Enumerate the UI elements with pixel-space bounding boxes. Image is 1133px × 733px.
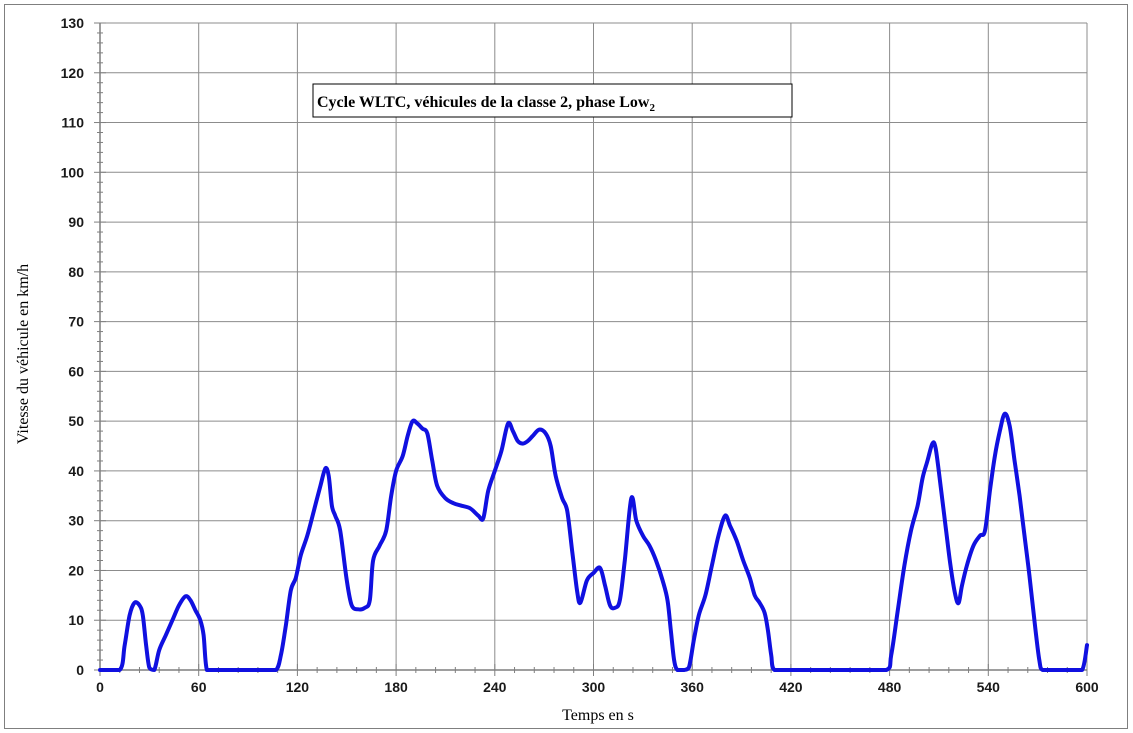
- y-tick-label-40: 40: [68, 463, 84, 479]
- chart-title-subscript: 2: [649, 102, 655, 114]
- x-tick-label-180: 180: [384, 679, 408, 695]
- x-tick-label-420: 420: [779, 679, 803, 695]
- y-tick-label-20: 20: [68, 562, 84, 578]
- y-tick-labels: 0 10 20 30 40 50 60 70 80 90 100 110 120 130: [61, 15, 85, 678]
- y-tick-label-130: 130: [61, 15, 85, 31]
- y-tick-label-70: 70: [68, 314, 84, 330]
- chart-title: Cycle WLTC, véhicules de la classe 2, ph…: [317, 94, 655, 114]
- x-tick-labels: 0 60 120 180 240 300 360 420 480 540 600: [96, 679, 1099, 695]
- y-tick-label-50: 50: [68, 413, 84, 429]
- x-tick-label-60: 60: [191, 679, 207, 695]
- chart-border: [4, 4, 1128, 729]
- y-tick-label-90: 90: [68, 214, 84, 230]
- x-tick-label-0: 0: [96, 679, 104, 695]
- y-tick-label-100: 100: [61, 164, 85, 180]
- x-tick-label-540: 540: [977, 679, 1001, 695]
- grid: [100, 22, 1088, 670]
- x-tick-label-240: 240: [483, 679, 507, 695]
- x-tick-label-360: 360: [681, 679, 705, 695]
- chart-title-main: Cycle WLTC, véhicules de la classe 2, ph…: [317, 94, 650, 111]
- y-tick-label-120: 120: [61, 65, 85, 81]
- series: [98, 411, 1089, 673]
- title-box: Cycle WLTC, véhicules de la classe 2, ph…: [312, 83, 793, 118]
- title-box-frame: [312, 83, 793, 118]
- series-line-0: [98, 411, 1089, 673]
- chart-frame: 0 60 120 180 240 300 360 420 480 540 600 0 10 20 30 40…: [4, 4, 1128, 729]
- speed-chart: 0 60 120 180 240 300 360 420 480 540 600 0 10 20 30 40…: [4, 4, 1128, 729]
- y-tick-label-110: 110: [61, 115, 84, 131]
- x-tick-label-600: 600: [1075, 679, 1099, 695]
- x-tick-label-120: 120: [286, 679, 310, 695]
- y-tick-label-60: 60: [68, 363, 84, 379]
- x-tick-label-300: 300: [582, 679, 606, 695]
- x-axis-title: Temps en s: [562, 707, 634, 724]
- y-axis-title: Vitesse du véhicule en km/h: [15, 264, 32, 444]
- y-tick-label-80: 80: [68, 264, 84, 280]
- x-tick-label-480: 480: [878, 679, 902, 695]
- y-tick-label-30: 30: [68, 513, 84, 529]
- y-tick-label-10: 10: [68, 612, 84, 628]
- y-tick-label-0: 0: [76, 662, 84, 678]
